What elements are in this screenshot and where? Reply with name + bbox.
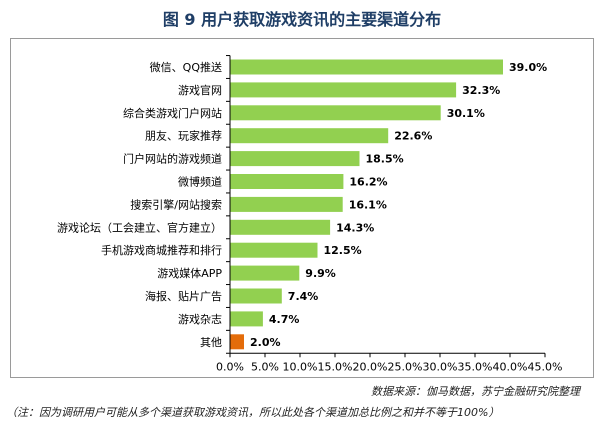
category-label: 微博频道 [178,175,222,189]
x-tick-label: 30.0% [423,360,458,373]
category-label: 游戏论坛（工会建立、官方建立） [57,220,222,234]
x-tick-label: 0.0% [216,360,244,373]
footnote: （注：因为调研用户可能从多个渠道获取游戏资讯，所以此处各个渠道加总比例之和并不等… [6,406,500,419]
x-tick-label: 35.0% [458,360,493,373]
x-tick-label: 45.0% [528,360,563,373]
value-label: 14.3% [336,221,374,234]
value-label: 18.5% [366,153,404,166]
bar [230,311,263,327]
value-label: 22.6% [394,130,432,143]
bar [230,334,244,350]
category-label: 手机游戏商城推荐和排行 [101,243,222,257]
bar [230,151,360,167]
x-tick-label: 10.0% [283,360,318,373]
bar [230,288,282,304]
category-label: 海报、贴片广告 [145,289,222,303]
x-tick-label: 5.0% [251,360,279,373]
category-label: 搜索引擎/网站搜索 [130,197,222,211]
source-note: 数据来源：伽马数据，苏宁金融研究院整理 [371,385,580,398]
category-label: 其他 [200,336,222,349]
bar [230,196,343,212]
bar [230,128,389,144]
category-label: 微信、QQ推送 [150,60,222,74]
bar [230,242,318,258]
value-label: 12.5% [324,244,362,257]
bar [230,59,503,75]
value-label: 32.3% [462,84,500,97]
value-label: 2.0% [250,336,281,349]
x-tick-label: 40.0% [493,360,528,373]
chart-frame [10,38,594,378]
figure-title: 图 9 用户获取游戏资讯的主要渠道分布 [162,10,442,29]
x-tick-label: 15.0% [318,360,353,373]
category-label: 游戏媒体APP [157,266,222,280]
bar-chart: 微信、QQ推送 39.0% 游戏官网 32.3% 综合类游戏门户网站 30.1% 朋友、玩家… [57,55,563,373]
x-tick-label: 20.0% [353,360,388,373]
category-label: 游戏杂志 [178,313,222,326]
bar [230,105,441,121]
value-label: 7.4% [288,290,319,303]
value-label: 4.7% [269,313,300,326]
value-label: 39.0% [509,61,547,74]
bar [230,219,331,235]
value-label: 16.2% [349,176,387,189]
value-label: 30.1% [447,107,485,120]
category-label: 朋友、玩家推荐 [145,129,222,143]
bar [230,82,457,98]
bar [230,174,344,189]
value-label: 16.1% [349,198,387,211]
value-label: 9.9% [305,267,336,280]
x-tick-label: 25.0% [388,360,423,373]
category-label: 游戏官网 [178,83,222,97]
category-label: 综合类游戏门户网站 [123,106,222,120]
bar [230,265,300,281]
category-label: 门户网站的游戏频道 [123,152,222,166]
